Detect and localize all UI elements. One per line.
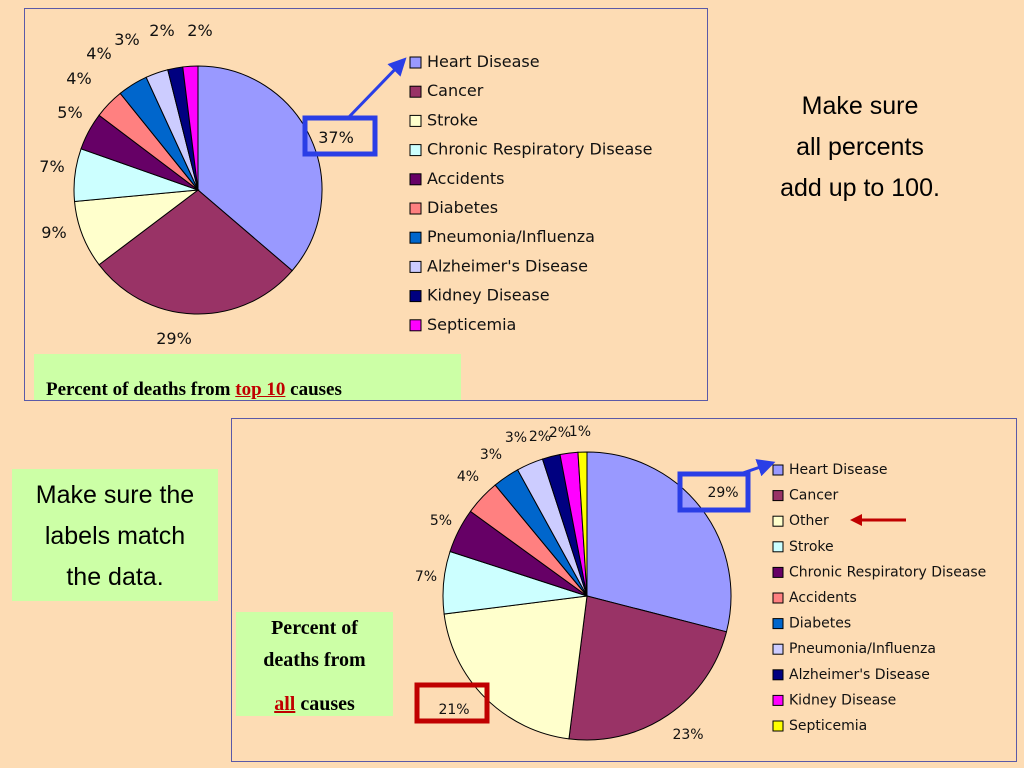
legend-label: Alzheimer's Disease xyxy=(789,667,930,683)
legend-label: Diabetes xyxy=(789,616,851,632)
legend-swatch xyxy=(409,85,422,98)
legend-label: Septicemia xyxy=(789,718,867,734)
legend-swatch xyxy=(772,490,784,502)
caption-top-text: Percent of deaths from xyxy=(46,379,236,400)
legend-swatch xyxy=(409,290,422,303)
top-pie-chart: 37%29%9%7%5%4%4%3% 2% 2%Heart DiseaseCance… xyxy=(39,21,652,348)
legend-label: Chronic Respiratory Disease xyxy=(427,140,652,159)
legend-label: Pneumonia/Influenza xyxy=(789,641,936,657)
legend-label: Kidney Disease xyxy=(789,692,896,708)
legend-swatch xyxy=(409,173,422,186)
legend-label: Heart Disease xyxy=(427,52,540,71)
legend-swatch xyxy=(409,144,422,157)
legend-label: Alzheimer's Disease xyxy=(427,256,588,275)
legend-swatch xyxy=(772,566,784,578)
top-chart-panel: 37% 29% 9% 7% 5% 4% 4% 3% 2% 2% Heart Disease Cance… xyxy=(24,8,708,401)
legend-label: Cancer xyxy=(427,81,484,100)
legend-label: Heart Disease xyxy=(789,462,887,478)
legend-label: Stroke xyxy=(427,110,478,129)
legend-swatch xyxy=(772,464,784,476)
slice-label: 37% xyxy=(318,128,354,147)
note-left-line: the data. xyxy=(66,563,164,591)
slice-label: 5% xyxy=(430,513,452,529)
legend-label: Cancer xyxy=(789,488,839,504)
slice-label: 2% xyxy=(187,21,212,40)
slice-label: 29% xyxy=(156,329,192,348)
legend-label: Other xyxy=(789,513,829,529)
legend-label: Stroke xyxy=(789,539,834,555)
note-right-line: add up to 100. xyxy=(780,174,940,202)
pie-slice xyxy=(182,65,199,191)
caption-bottom-after: causes xyxy=(295,693,355,715)
legend-swatch xyxy=(409,231,422,244)
slice-label: 9% xyxy=(41,223,66,242)
slice-label: 4% xyxy=(457,469,479,485)
legend-swatch xyxy=(772,694,784,706)
pie-slice xyxy=(568,595,728,741)
legend-swatch xyxy=(409,114,422,127)
slice-label: 4% xyxy=(66,69,91,88)
legend-swatch xyxy=(772,618,784,630)
legend-label: Accidents xyxy=(427,169,504,188)
note-left-line: labels match xyxy=(44,522,186,550)
legend-swatch xyxy=(772,541,784,553)
slice-label: 23% xyxy=(672,727,703,743)
legend-label: Septicemia xyxy=(427,315,516,334)
caption-bottom-line2: deaths from xyxy=(263,649,366,671)
slice-label: 29% xyxy=(707,485,738,501)
slice-label: 2% xyxy=(149,21,174,40)
legend-label: Kidney Disease xyxy=(427,286,550,305)
slice-label: 2% xyxy=(549,425,571,441)
legend-swatch xyxy=(772,720,784,732)
caption-bottom-highlight: all xyxy=(274,693,296,715)
slice-label: 3% xyxy=(480,447,502,463)
slice-label: 7% xyxy=(39,157,64,176)
legend-label: Accidents xyxy=(789,590,857,606)
note-labels-match: Make sure the labels match the data. xyxy=(12,469,218,601)
legend-swatch xyxy=(772,592,784,604)
legend-label: Chronic Respiratory Disease xyxy=(789,564,986,580)
legend-swatch xyxy=(772,515,784,527)
legend-swatch xyxy=(772,643,784,655)
legend-label: Diabetes xyxy=(427,198,498,217)
legend-swatch xyxy=(409,202,422,215)
slice-label: 2% xyxy=(529,429,551,445)
top-chart-caption: Percent of deaths from top 10 causes xyxy=(34,354,461,400)
caption-top-after: causes xyxy=(285,379,342,400)
note-left-line: Make sure the xyxy=(35,481,195,509)
legend-label: Pneumonia/Influenza xyxy=(427,227,595,246)
bottom-chart-caption: Percent of deaths from all causes xyxy=(236,612,393,716)
legend-swatch xyxy=(772,669,784,681)
caption-bottom-line1: Percent of xyxy=(271,617,358,639)
caption-top-highlight: top 10 xyxy=(235,379,286,400)
note-right-line: all percents xyxy=(796,133,924,161)
slice-label: 3% xyxy=(114,30,139,49)
slice-label: 3% xyxy=(505,430,527,446)
slice-label: 21% xyxy=(438,702,469,718)
legend-swatch xyxy=(409,319,422,332)
bottom-pie-chart: 29%23%21%7%5%4%3%3% 2%2%1%Heart DiseaseCa… xyxy=(415,424,986,743)
slice-label: 4% xyxy=(86,44,111,63)
slice-label: 1% xyxy=(569,424,591,440)
pie-slice xyxy=(577,451,588,597)
legend-swatch xyxy=(409,260,422,273)
note-percent-sum: Make sure all percents add up to 100. xyxy=(752,86,968,209)
slice-label: 5% xyxy=(57,103,82,122)
legend-swatch xyxy=(409,56,422,69)
slice-label: 7% xyxy=(415,569,437,585)
note-right-line: Make sure xyxy=(801,92,919,120)
bottom-chart-panel: 29% 23% 21% 7% 5% 4% 3% 3% 2% 2% 1% Heart Disease Ca… xyxy=(231,418,1017,762)
pie-slice xyxy=(98,189,293,315)
